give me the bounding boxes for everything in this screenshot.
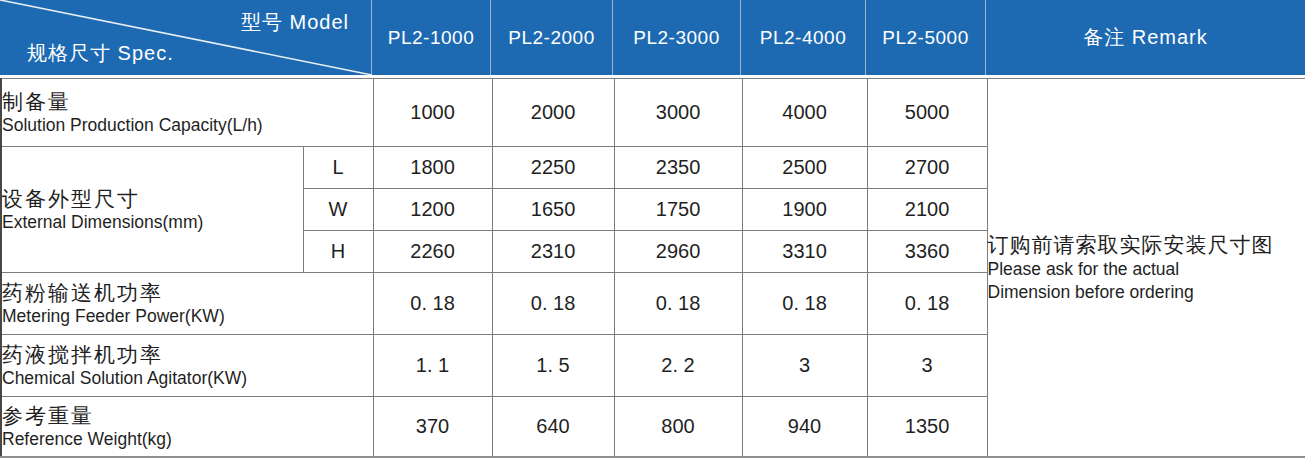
header-spec-label: 规格尺寸 Spec. [27,40,174,67]
model-col-header-3: PL2-3000 [613,0,741,75]
dim-key-W: W [303,189,373,231]
dim-W-value: 1900 [742,189,867,231]
weight-value: 800 [614,397,742,458]
capacity-value: 3000 [614,79,742,147]
capacity-value: 5000 [867,79,987,147]
remark-note-en-1: Please ask for the actual [988,258,1305,281]
row-label-agitator-zh: 药液搅拌机功率 [2,342,373,367]
row-label-weight-en: Reference Weight(kg) [2,429,373,450]
agitator-value: 3 [867,335,987,397]
dim-W-value: 1750 [614,189,742,231]
feeder-value: 0. 18 [492,273,614,335]
dim-W-value: 2100 [867,189,987,231]
dim-L-value: 2700 [867,147,987,189]
weight-value: 940 [742,397,867,458]
spec-table-page: 型号 Model 规格尺寸 Spec. PL2-1000 PL2-2000 PL… [0,0,1305,458]
model-col-header-5: PL2-5000 [866,0,986,75]
feeder-value: 0. 18 [867,273,987,335]
agitator-value: 1. 5 [492,335,614,397]
dim-H-value: 3360 [867,231,987,273]
dim-L-value: 2250 [492,147,614,189]
row-label-dimensions-zh: 设备外型尺寸 [2,186,303,211]
remark-note-zh: 订购前请索取实际安装尺寸图 [988,231,1305,259]
row-label-dimensions-en: External Dimensions(mm) [2,212,303,233]
agitator-value: 1. 1 [373,335,492,397]
model-col-header-1: PL2-1000 [372,0,491,75]
feeder-value: 0. 18 [614,273,742,335]
remark-note-en-2: Dimension before ordering [988,281,1305,304]
capacity-value: 2000 [492,79,614,147]
agitator-value: 3 [742,335,867,397]
weight-value: 370 [373,397,492,458]
feeder-value: 0. 18 [742,273,867,335]
row-label-agitator: 药液搅拌机功率 Chemical Solution Agitator(KW) [1,335,373,397]
dim-H-value: 2310 [492,231,614,273]
row-label-feeder: 药粉输送机功率 Metering Feeder Power(KW) [1,273,373,335]
dim-L-value: 2350 [614,147,742,189]
capacity-value: 1000 [373,79,492,147]
dim-W-value: 1200 [373,189,492,231]
agitator-value: 2. 2 [614,335,742,397]
remark-note-cell: 订购前请索取实际安装尺寸图 Please ask for the actual … [987,79,1305,458]
feeder-value: 0. 18 [373,273,492,335]
dim-H-value: 2960 [614,231,742,273]
row-label-dimensions: 设备外型尺寸 External Dimensions(mm) [1,147,303,273]
dim-L-value: 2500 [742,147,867,189]
dim-key-H: H [303,231,373,273]
dim-key-L: L [303,147,373,189]
row-label-feeder-en: Metering Feeder Power(KW) [2,306,373,327]
row-label-weight-zh: 参考重量 [2,403,373,428]
capacity-value: 4000 [742,79,867,147]
table-header-row: 型号 Model 规格尺寸 Spec. PL2-1000 PL2-2000 PL… [0,0,1305,75]
row-label-capacity-zh: 制备量 [2,89,373,114]
model-col-header-2: PL2-2000 [491,0,613,75]
row-label-agitator-en: Chemical Solution Agitator(KW) [2,368,373,389]
header-corner-cell: 型号 Model 规格尺寸 Spec. [0,0,372,75]
weight-value: 1350 [867,397,987,458]
dim-W-value: 1650 [492,189,614,231]
remark-col-header: 备注 Remark [986,0,1305,75]
spec-table-body: 制备量 Solution Production Capacity(L/h) 10… [0,78,1305,458]
model-col-header-4: PL2-4000 [741,0,866,75]
dim-L-value: 1800 [373,147,492,189]
row-label-weight: 参考重量 Reference Weight(kg) [1,397,373,458]
dim-H-value: 2260 [373,231,492,273]
row-label-capacity-en: Solution Production Capacity(L/h) [2,115,373,136]
weight-value: 640 [492,397,614,458]
row-label-capacity: 制备量 Solution Production Capacity(L/h) [1,79,373,147]
table-row: 制备量 Solution Production Capacity(L/h) 10… [1,79,1305,147]
dim-H-value: 3310 [742,231,867,273]
header-model-label: 型号 Model [241,9,349,36]
row-label-feeder-zh: 药粉输送机功率 [2,280,373,305]
